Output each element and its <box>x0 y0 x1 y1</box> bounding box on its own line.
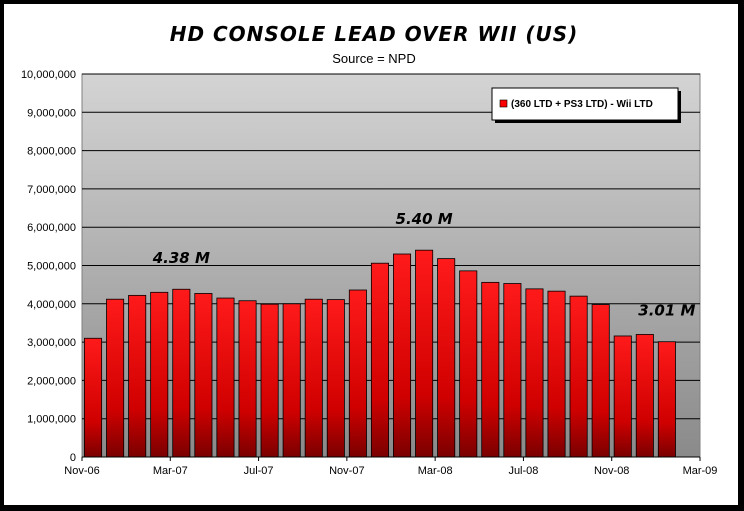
data-annotation: 5.40 M <box>396 210 453 228</box>
y-tick-label: 9,000,000 <box>27 107 76 119</box>
bar <box>172 288 191 458</box>
y-tick-label: 2,000,000 <box>27 375 76 387</box>
y-tick-label: 0 <box>70 452 76 464</box>
x-tick-label: Nov-08 <box>594 465 629 477</box>
chart-svg: HD CONSOLE LEAD OVER WII (US) Source = N… <box>21 22 717 477</box>
x-tick-label: Mar-08 <box>418 465 453 477</box>
bar <box>370 262 389 458</box>
bar <box>657 341 676 458</box>
bar <box>437 258 456 458</box>
x-tick-label: Nov-07 <box>329 465 364 477</box>
legend-box <box>491 87 679 121</box>
bar <box>348 289 367 458</box>
bar <box>150 291 169 458</box>
bar <box>194 293 213 458</box>
chart-frame: HD CONSOLE LEAD OVER WII (US) Source = N… <box>4 4 738 505</box>
y-tick-label: 1,000,000 <box>27 414 76 426</box>
bar <box>481 281 500 458</box>
y-tick-label: 7,000,000 <box>27 184 76 196</box>
y-tick-label: 5,000,000 <box>27 261 76 273</box>
y-tick-label: 6,000,000 <box>27 222 76 234</box>
plot-area: 0 1,000,000 2,000,000 3,000,000 4,000,000 5,0… <box>21 69 717 477</box>
bar <box>128 294 147 458</box>
bar <box>613 335 632 458</box>
bar <box>260 303 279 458</box>
y-tick-label: 10,000,000 <box>21 69 76 81</box>
bar <box>238 300 257 458</box>
bar <box>547 290 566 458</box>
bar <box>503 283 522 458</box>
x-tick-label: Mar-09 <box>683 465 718 477</box>
bar <box>216 297 235 458</box>
bar <box>569 295 588 458</box>
x-tick-label: Mar-07 <box>153 465 188 477</box>
bar <box>415 249 434 458</box>
y-tick-label: 4,000,000 <box>27 299 76 311</box>
bar <box>525 288 544 458</box>
legend-swatch <box>499 99 508 108</box>
bar <box>591 304 610 458</box>
bar <box>84 337 103 458</box>
x-tick-label: Jul-07 <box>244 465 274 477</box>
bar <box>393 253 412 458</box>
bar <box>326 299 345 458</box>
y-tick-label: 3,000,000 <box>27 337 76 349</box>
x-tick-label: Jul-08 <box>508 465 538 477</box>
y-tick-label: 8,000,000 <box>27 146 76 158</box>
data-annotation: 3.01 M <box>638 302 695 320</box>
bar <box>459 270 478 458</box>
chart-subtitle: Source = NPD <box>332 51 415 66</box>
legend-label: (360 LTD + PS3 LTD) - Wii LTD <box>511 99 653 110</box>
bar <box>635 334 654 458</box>
data-annotation: 4.38 M <box>152 249 210 267</box>
bar <box>106 298 125 458</box>
chart-title: HD CONSOLE LEAD OVER WII (US) <box>170 22 579 46</box>
x-tick-label: Nov-06 <box>64 465 99 477</box>
bar <box>282 303 301 458</box>
bar <box>304 298 323 458</box>
